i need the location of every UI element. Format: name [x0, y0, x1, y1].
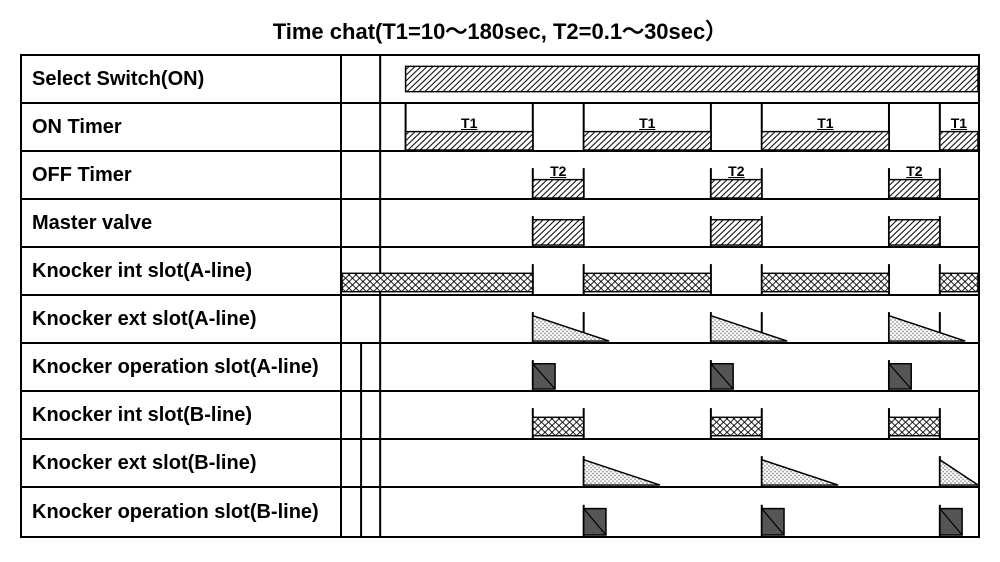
row-master-valve: Master valve — [22, 200, 978, 248]
row-knocker-op-a: Knocker operation slot(A-line) — [22, 344, 978, 392]
row-plot — [342, 344, 978, 390]
row-label: Knocker int slot(B-line) — [22, 392, 342, 438]
row-plot — [342, 200, 978, 246]
row-knocker-ext-b: Knocker ext slot(B-line) — [22, 440, 978, 488]
row-label: ON Timer — [22, 104, 342, 150]
row-plot — [342, 440, 978, 486]
row-plot — [342, 56, 978, 102]
row-label: Knocker ext slot(B-line) — [22, 440, 342, 486]
row-label: Knocker ext slot(A-line) — [22, 296, 342, 342]
row-knocker-ext-a: Knocker ext slot(A-line) — [22, 296, 978, 344]
row-knocker-int-a: Knocker int slot(A-line) — [22, 248, 978, 296]
row-label: Select Switch(ON) — [22, 56, 342, 102]
page: Time chat(T1=10～180sec, T2=0.1～30sec） Se… — [0, 0, 1000, 562]
row-label: Knocker operation slot(B-line) — [22, 488, 342, 536]
row-plot: T1T1T1T1 — [342, 104, 978, 150]
row-on-timer: ON TimerT1T1T1T1 — [22, 104, 978, 152]
timing-chart: Select Switch(ON)ON TimerT1T1T1T1OFF Tim… — [20, 54, 980, 538]
row-plot: T2T2T2 — [342, 152, 978, 198]
row-label: OFF Timer — [22, 152, 342, 198]
row-plot — [342, 488, 978, 536]
row-knocker-op-b: Knocker operation slot(B-line) — [22, 488, 978, 536]
row-select-switch: Select Switch(ON) — [22, 56, 978, 104]
row-plot — [342, 296, 978, 342]
row-knocker-int-b: Knocker int slot(B-line) — [22, 392, 978, 440]
row-off-timer: OFF TimerT2T2T2 — [22, 152, 978, 200]
chart-title: Time chat(T1=10～180sec, T2=0.1～30sec） — [0, 0, 1000, 54]
row-plot — [342, 392, 978, 438]
row-label: Knocker int slot(A-line) — [22, 248, 342, 294]
row-plot — [342, 248, 978, 294]
row-label: Knocker operation slot(A-line) — [22, 344, 342, 390]
row-label: Master valve — [22, 200, 342, 246]
